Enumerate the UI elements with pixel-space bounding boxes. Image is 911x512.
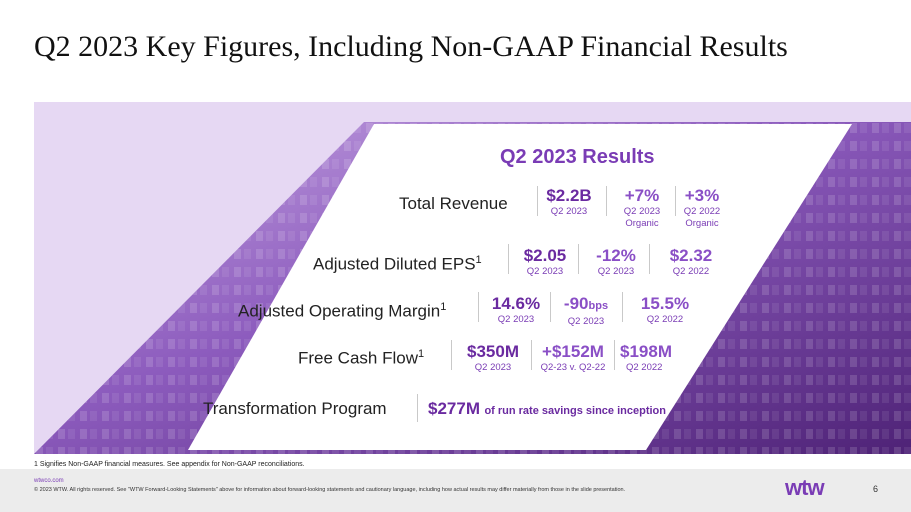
results-band-graphic [34, 102, 911, 454]
row-label-operating-margin: Adjusted Operating Margin1 [238, 301, 447, 321]
divider [649, 244, 650, 274]
divider [508, 244, 509, 274]
metric-operating-margin: 14.6% Q2 2023 [491, 294, 541, 325]
divider [622, 292, 623, 322]
metric-fcf-prior: $198M Q2 2022 [620, 342, 672, 373]
divider [614, 340, 615, 370]
metric-total-revenue: $2.2B Q2 2023 [546, 186, 592, 217]
row-label-eps: Adjusted Diluted EPS1 [313, 254, 482, 274]
metric-margin-prior: 15.5% Q2 2022 [640, 294, 690, 325]
divider [606, 186, 607, 216]
row-label-transformation: Transformation Program [203, 399, 387, 418]
metric-revenue-growth-2023: +7% Q2 2023 Organic [623, 186, 661, 229]
slide-title: Q2 2023 Key Figures, Including Non-GAAP … [34, 30, 788, 63]
divider [675, 186, 676, 216]
divider [578, 244, 579, 274]
divider [451, 340, 452, 370]
metric-eps: $2.05 Q2 2023 [523, 246, 567, 277]
divider [531, 340, 532, 370]
row-label-total-revenue: Total Revenue [399, 194, 508, 213]
divider [550, 292, 551, 322]
metric-free-cash-flow: $350M Q2 2023 [467, 342, 519, 373]
results-heading: Q2 2023 Results [500, 146, 655, 168]
metric-margin-change: -90bps Q2 2023 [563, 294, 609, 327]
metric-revenue-growth-2022: +3% Q2 2022 Organic [683, 186, 721, 229]
footnote: 1 Signifies Non-GAAP financial measures.… [34, 461, 305, 468]
wtw-logo: wtw [785, 475, 825, 500]
metric-transformation-savings: $277M of run rate savings since inceptio… [428, 399, 666, 418]
footer: wtwco.com © 2023 WTW. All rights reserve… [0, 469, 911, 512]
website-link[interactable]: wtwco.com [34, 478, 64, 484]
row-label-free-cash-flow: Free Cash Flow1 [298, 348, 425, 368]
page-number: 6 [873, 484, 879, 494]
metric-fcf-change: +$152M Q2-23 v. Q2-22 [540, 342, 606, 373]
metric-eps-prior: $2.32 Q2 2022 [669, 246, 713, 277]
divider [478, 292, 479, 322]
metric-eps-change: -12% Q2 2023 [596, 246, 636, 277]
divider [417, 394, 418, 422]
legal-text: © 2023 WTW. All rights reserved. See "WT… [34, 487, 626, 493]
divider [537, 186, 538, 216]
